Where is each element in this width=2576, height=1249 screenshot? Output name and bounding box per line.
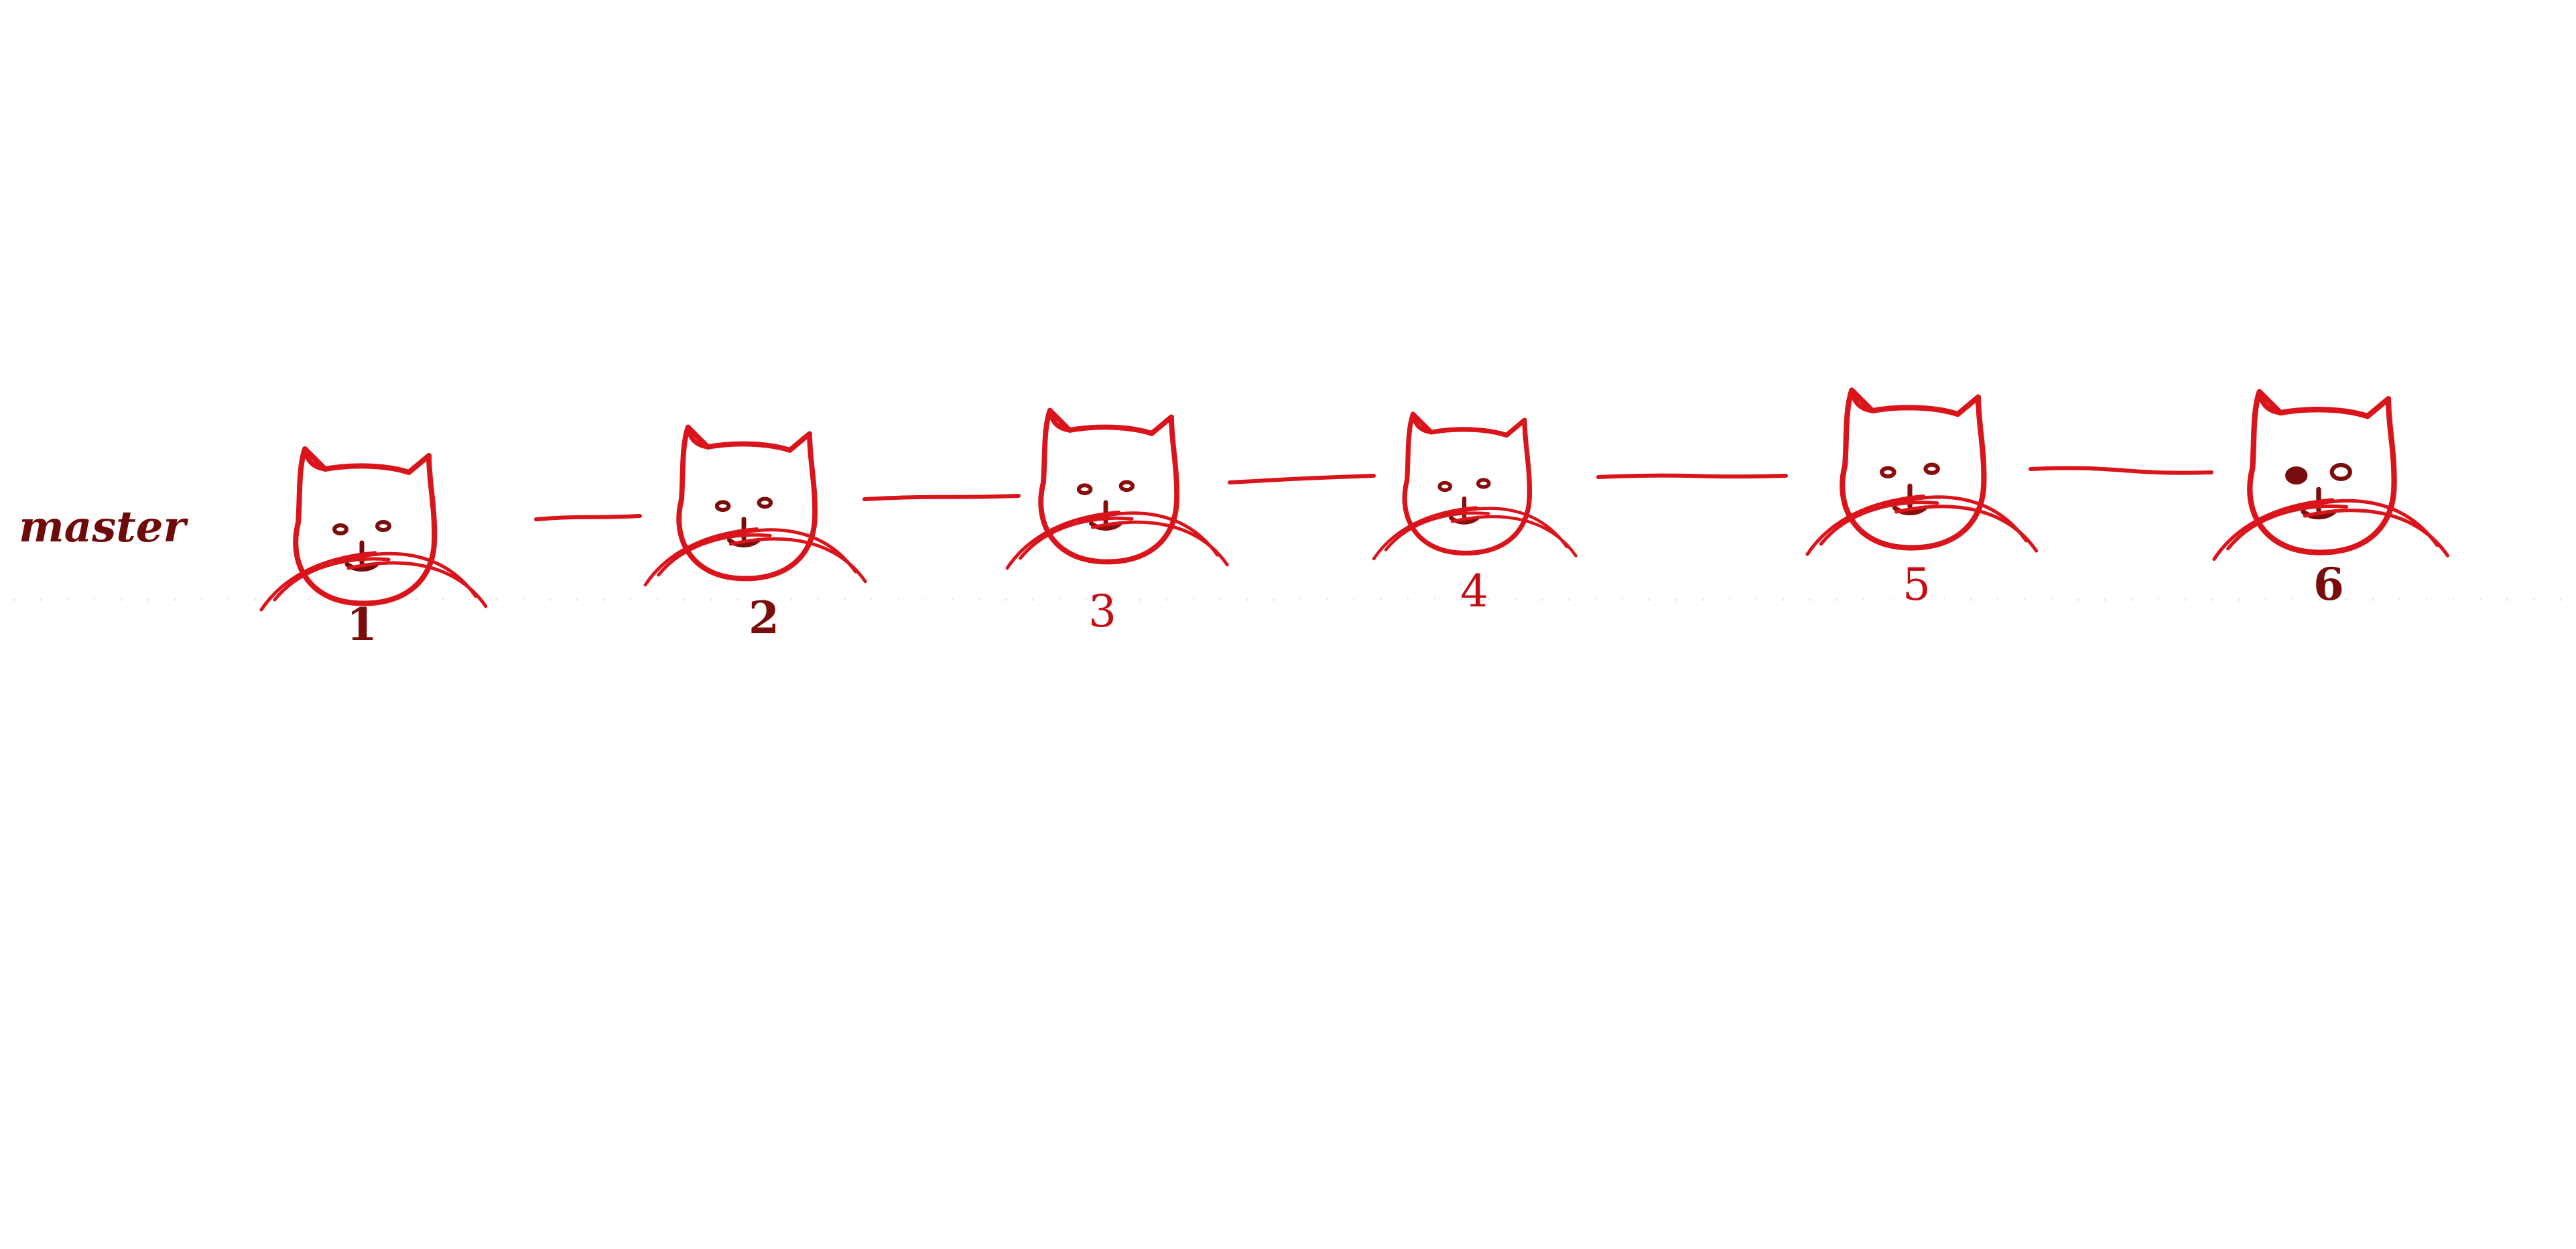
cat-eye: [1076, 483, 1093, 496]
cat-head-outline: [1840, 387, 1987, 551]
cat-ear: [686, 425, 710, 450]
cat-eye: [1923, 462, 1940, 475]
branch-label: master: [19, 502, 189, 552]
cat-whisker: [728, 537, 867, 584]
cat-eye: [1118, 480, 1135, 492]
cat-ear: [1047, 408, 1072, 433]
cat-face-icon: [259, 446, 488, 612]
connector-line: [534, 514, 642, 521]
cat-whisker: [2303, 509, 2449, 557]
connector-line: [1596, 473, 1788, 479]
cat-ear: [1849, 387, 1875, 413]
commit-number: 6: [2313, 558, 2344, 610]
commit-number: 5: [1903, 559, 1931, 610]
cat-whisker: [1819, 501, 1939, 546]
commit-number: 3: [1088, 586, 1116, 637]
cat-whisker: [657, 533, 772, 577]
cat-head-outline: [676, 424, 818, 582]
cat-eye: [2329, 462, 2352, 481]
cat-whisker: [1805, 494, 1925, 556]
cat-whisker: [1450, 515, 1577, 557]
cat-eye: [1437, 480, 1452, 492]
cat-eye: [1476, 478, 1491, 489]
cat-ear: [302, 446, 328, 472]
cat-whisker: [1019, 516, 1134, 560]
cat-eye: [757, 497, 773, 509]
cat-head-outline: [2247, 389, 2397, 555]
commit-list: 1 2 3 4 5 6: [259, 387, 2449, 651]
cat-whisker: [346, 561, 488, 608]
cat-eye: [2285, 466, 2308, 485]
commit-node: [643, 424, 867, 587]
cat-head-outline: [1402, 411, 1533, 556]
cat-whisker: [1384, 511, 1490, 551]
cat-head-outline: [1038, 407, 1180, 565]
commit-node: [1372, 411, 1577, 561]
commit-number: 2: [749, 592, 779, 644]
cat-ear: [2256, 389, 2283, 415]
cat-face-icon: [643, 424, 867, 587]
cat-whisker: [2212, 498, 2335, 561]
cat-whisker: [1005, 511, 1121, 570]
cat-face-icon: [1805, 387, 2039, 556]
commit-node: [2212, 389, 2449, 561]
commit-node: [259, 446, 488, 612]
cat-whisker: [643, 527, 759, 587]
cat-whisker: [273, 557, 391, 602]
cat-whisker: [2226, 504, 2349, 551]
commit-number: 1: [346, 598, 377, 651]
cat-face-icon: [1005, 407, 1229, 570]
cat-eye: [714, 500, 731, 513]
commit-node: [1805, 387, 2039, 556]
cat-whisker: [1090, 520, 1229, 567]
cat-face-icon: [2212, 389, 2449, 561]
commit-node: [1005, 407, 1229, 570]
connector-line: [862, 494, 1021, 501]
connector-line: [1228, 474, 1376, 484]
connector-line: [2028, 466, 2213, 475]
cat-eye: [375, 520, 391, 532]
cat-whisker: [1894, 505, 2039, 553]
cat-whisker: [1372, 506, 1478, 561]
cat-eye: [1880, 466, 1896, 478]
cat-head-outline: [293, 446, 438, 606]
cat-face-icon: [1372, 411, 1577, 561]
cat-whisker: [259, 551, 377, 612]
commit-number: 4: [1460, 566, 1488, 617]
commit-connectors: [534, 466, 2213, 521]
cat-eye: [332, 523, 348, 535]
cat-ear: [1411, 411, 1433, 435]
